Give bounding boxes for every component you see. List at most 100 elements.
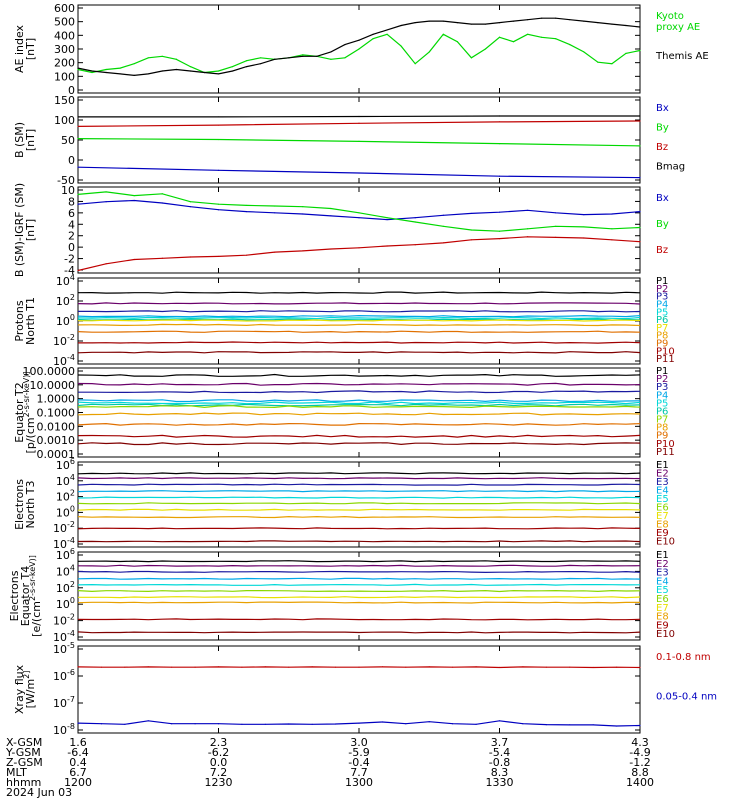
y-tick-label: 2 <box>68 230 75 243</box>
data-point <box>358 122 360 124</box>
data-point <box>147 57 149 59</box>
legend-entry: E5 <box>656 585 669 596</box>
data-point <box>498 175 501 177</box>
data-point <box>452 666 454 668</box>
series-line-p3 <box>78 390 641 394</box>
data-point <box>527 228 529 230</box>
panel-frame <box>77 461 641 548</box>
data-point <box>119 67 121 69</box>
data-point <box>147 720 149 722</box>
data-point <box>161 202 163 204</box>
footer-value: 1230 <box>205 776 233 789</box>
data-point <box>452 723 454 725</box>
y-axis-label: [nT] <box>24 129 37 151</box>
data-point <box>246 254 248 256</box>
legend-entry: Bx <box>656 193 669 204</box>
series-line-e4 <box>77 490 641 493</box>
data-point <box>615 725 618 727</box>
legend-entry: P7 <box>656 415 668 426</box>
data-point <box>569 666 571 668</box>
data-point <box>246 204 248 207</box>
data-point <box>217 203 220 205</box>
data-point <box>77 203 79 205</box>
series-line-p5 <box>77 401 641 405</box>
data-point <box>405 666 407 668</box>
footer-value: 2.3 <box>210 736 228 749</box>
y-tick-label: 10.0000 <box>30 379 76 392</box>
footer-value: 1330 <box>486 776 514 789</box>
y-axis-label: North T1 <box>24 297 37 345</box>
data-point <box>484 23 487 25</box>
y-tick-label: 10 <box>61 184 75 197</box>
data-point <box>77 116 79 118</box>
data-point <box>330 215 332 217</box>
y-axis-label: Protons <box>13 300 26 341</box>
data-point <box>498 115 501 117</box>
data-point <box>639 724 641 727</box>
y-axis-label: Xray flux <box>13 664 26 714</box>
y-tick-label: 10-6 <box>53 668 75 683</box>
panel-frame <box>77 186 641 274</box>
legend-entry: Themis AE <box>655 51 709 62</box>
data-point <box>498 666 501 669</box>
legend-entry: E10 <box>656 629 675 640</box>
y-tick-label: 100 <box>54 114 75 127</box>
data-point <box>583 51 585 53</box>
y-tick-label: 150 <box>54 94 75 107</box>
data-point <box>77 166 79 168</box>
series-line-e2 <box>77 564 641 567</box>
y-tick-label: 1.0000 <box>37 393 76 406</box>
data-point <box>639 666 641 669</box>
legend-entry: 0.05-0.4 nm <box>656 692 717 703</box>
series-line-p4 <box>77 399 641 403</box>
y-tick-label: 10-4 <box>53 629 75 644</box>
series-line-bx <box>77 166 641 179</box>
data-point <box>527 209 529 211</box>
data-point <box>217 116 220 118</box>
legend-entry: P4 <box>656 390 668 401</box>
data-point <box>194 723 196 725</box>
legend-entry: P10 <box>656 439 675 450</box>
data-point <box>625 24 627 27</box>
legend-entry: P1 <box>656 366 668 377</box>
series-line-p10 <box>77 434 641 438</box>
y-tick-label: 0.1000 <box>37 407 76 420</box>
series-line-e8 <box>77 515 641 519</box>
y-tick-label: 10-5 <box>53 641 75 656</box>
y-tick-label: 102 <box>56 489 75 504</box>
legend-entry: E8 <box>656 520 669 531</box>
data-point <box>105 68 107 71</box>
legend-entry: E4 <box>656 486 669 497</box>
legend-entry: E8 <box>656 612 669 623</box>
data-point <box>77 193 79 195</box>
data-point <box>611 228 613 230</box>
panel-xray: 10-5 10-6 10-7 10-8 Xray flux[W/m2] 0.1-0.8 n… <box>13 641 717 737</box>
series-line-e9 <box>77 618 641 621</box>
data-point <box>592 724 594 726</box>
data-point <box>386 29 388 31</box>
footer-value: -6.2 <box>208 746 229 759</box>
data-point <box>161 70 163 72</box>
data-point <box>611 239 613 241</box>
data-point <box>428 666 430 668</box>
data-point <box>475 666 477 668</box>
legend-entry: Kyoto <box>656 11 684 22</box>
y-tick-label: 6 <box>68 207 75 220</box>
series-line-p2 <box>77 382 641 386</box>
y-tick-label: 104 <box>56 563 75 578</box>
data-point <box>189 70 191 72</box>
data-point <box>105 263 107 265</box>
data-point <box>597 61 599 63</box>
data-point <box>639 210 641 213</box>
series-line-e9 <box>77 527 641 530</box>
data-point <box>288 666 290 668</box>
footer-value: 1.6 <box>69 736 87 749</box>
data-point <box>498 238 501 240</box>
data-point <box>372 33 374 35</box>
y-tick-label: 10-4 <box>53 353 75 368</box>
y-tick-label: 10-8 <box>53 722 75 737</box>
data-point <box>428 51 430 53</box>
